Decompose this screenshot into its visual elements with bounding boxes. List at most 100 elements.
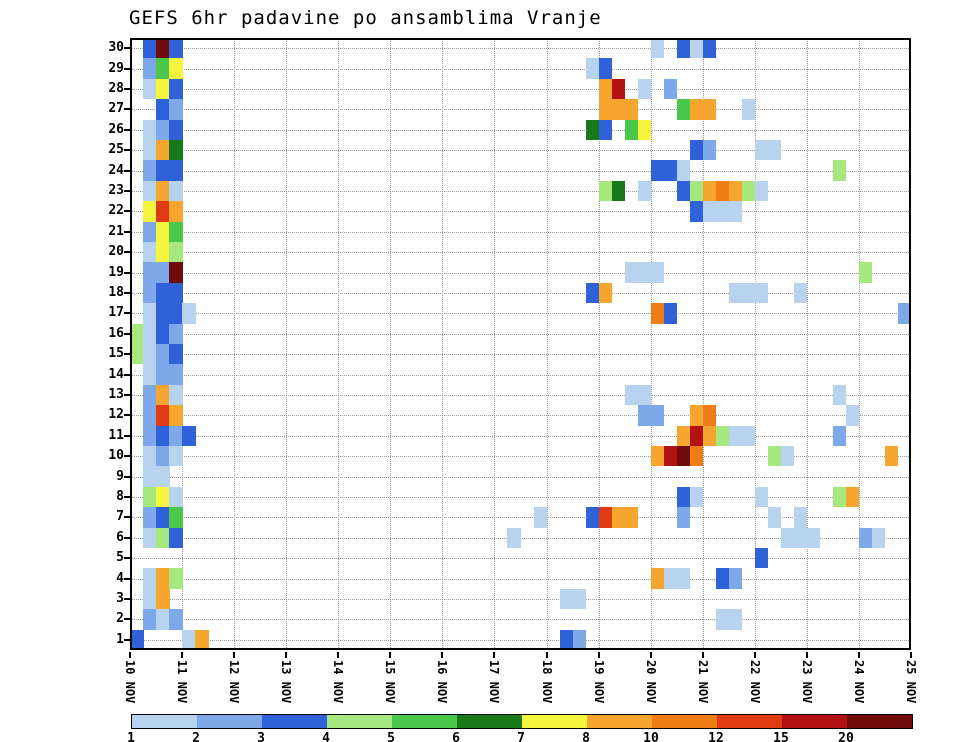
heatmap-cell — [169, 486, 183, 508]
heatmap-cell — [169, 527, 183, 548]
heatmap-cell — [624, 119, 639, 140]
color-legend: 1 2 3 4 5 6 7 8 10 12 15 20 — [127, 714, 913, 742]
x-axis-date-label: 14 NOV — [331, 660, 346, 704]
gridline-vertical — [858, 38, 860, 650]
heatmap-cell — [702, 38, 717, 59]
gridline-horizontal — [130, 48, 911, 50]
heatmap-cell — [663, 568, 678, 589]
gridline-horizontal — [130, 435, 911, 437]
y-axis-label: 25 — [108, 142, 124, 158]
x-axis-tick — [181, 652, 184, 658]
heatmap-cell — [689, 201, 704, 222]
x-axis-tick — [753, 652, 756, 658]
y-axis-label: 17 — [108, 305, 124, 321]
x-axis-tick — [285, 652, 288, 658]
heatmap-cell — [169, 140, 183, 161]
heatmap-cell — [182, 629, 196, 650]
heatmap-cell — [169, 282, 183, 304]
heatmap-cell — [676, 446, 691, 467]
heatmap-cell — [143, 425, 157, 446]
heatmap-cell — [143, 119, 157, 140]
legend-tick-label: 20 — [838, 731, 854, 742]
heatmap-cell — [624, 99, 639, 120]
heatmap-cell — [598, 282, 613, 304]
gridline-vertical — [806, 38, 808, 650]
heatmap-cell — [650, 446, 665, 467]
heatmap-cell — [182, 303, 196, 324]
heatmap-cell — [143, 282, 157, 304]
heatmap-cell — [156, 425, 170, 446]
legend-tick-label: 8 — [582, 731, 590, 742]
gridline-vertical — [650, 38, 652, 650]
heatmap-cell — [169, 58, 183, 79]
gridline-horizontal — [130, 497, 911, 498]
heatmap-cell — [143, 78, 157, 100]
gridline-horizontal — [130, 354, 911, 356]
heatmap-cell — [156, 99, 170, 120]
heatmap-cell — [169, 364, 183, 385]
heatmap-cell — [715, 180, 730, 202]
heatmap-cell — [169, 425, 183, 446]
legend-segment — [652, 715, 717, 728]
gridline-horizontal — [130, 231, 911, 233]
heatmap-cell — [728, 201, 743, 222]
heatmap-cell — [598, 507, 613, 528]
heatmap-cell — [715, 609, 730, 630]
heatmap-cell — [637, 119, 652, 140]
y-axis-label: 24 — [108, 162, 124, 178]
gridline-horizontal — [130, 578, 911, 580]
gridline-horizontal — [130, 150, 911, 152]
heatmap-cell — [832, 160, 847, 181]
heatmap-cell — [169, 262, 183, 283]
heatmap-cell — [143, 323, 157, 344]
heatmap-cell — [689, 99, 704, 120]
legend-segment — [457, 715, 522, 728]
gridline-horizontal — [130, 68, 911, 70]
heatmap-cell — [754, 140, 769, 161]
heatmap-cell — [143, 466, 157, 487]
legend-segment — [327, 715, 392, 728]
gridline-horizontal — [130, 456, 911, 458]
heatmap-cell — [507, 527, 521, 548]
heatmap-cell — [637, 384, 652, 406]
y-axis-label: 29 — [108, 60, 124, 76]
heatmap-cell — [676, 99, 691, 120]
y-axis-label: 5 — [116, 550, 124, 566]
heatmap-cell — [702, 140, 717, 161]
heatmap-cell — [767, 446, 782, 467]
gridline-horizontal — [130, 109, 911, 111]
heatmap-cell — [169, 609, 183, 630]
y-axis-label: 7 — [116, 509, 124, 525]
legend-segment — [717, 715, 782, 728]
heatmap-cell — [156, 78, 170, 100]
heatmap-cell — [143, 384, 157, 406]
legend-segment — [847, 715, 912, 728]
x-axis-tick — [649, 652, 652, 658]
heatmap-cell — [728, 282, 743, 304]
legend-tick-label: 15 — [773, 731, 789, 742]
heatmap-cell — [858, 527, 873, 548]
heatmap-cell — [689, 180, 704, 202]
gridline-horizontal — [130, 619, 911, 621]
gridline-horizontal — [130, 252, 911, 254]
y-axis-label: 19 — [108, 264, 124, 280]
gridline-horizontal — [130, 170, 911, 172]
heatmap-cell — [780, 527, 795, 548]
gridline-horizontal — [130, 313, 911, 315]
heatmap-cell — [143, 527, 157, 548]
legend-segment — [782, 715, 847, 728]
legend-segment — [132, 715, 197, 728]
heatmap-cell — [624, 384, 639, 406]
y-axis-label: 2 — [116, 611, 124, 627]
heatmap-cell — [169, 180, 183, 202]
y-axis-label: 4 — [116, 570, 124, 586]
heatmap-cell — [156, 221, 170, 242]
heatmap-cell — [156, 38, 170, 59]
heatmap-cell — [689, 446, 704, 467]
x-axis-date-label: 19 NOV — [591, 660, 606, 704]
x-axis-tick — [337, 652, 340, 658]
heatmap-cell — [572, 588, 587, 610]
heatmap-cell — [663, 446, 678, 467]
gridline-horizontal — [130, 272, 911, 274]
heatmap-cell — [832, 486, 847, 508]
